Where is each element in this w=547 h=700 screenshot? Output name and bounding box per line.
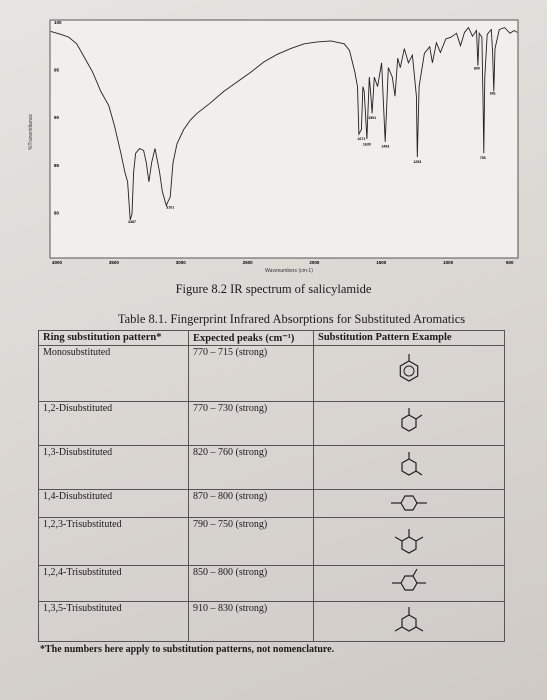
para-ring-icon xyxy=(391,495,427,511)
example-cell xyxy=(313,489,505,518)
example-cell xyxy=(313,565,505,602)
x-tick-label: 3500 xyxy=(109,260,120,265)
peaks-cell: 790 – 750 (strong) xyxy=(188,517,314,566)
peak-label: 1630 xyxy=(363,143,371,147)
x-tick-label: 1500 xyxy=(376,260,387,265)
figure-caption: Figure 8.2 IR spectrum of salicylamide xyxy=(175,282,372,296)
ortho-ring-icon xyxy=(401,408,423,432)
pattern-cell: 1,3,5-Trisubstituted xyxy=(38,601,189,642)
peak-label: 1671 xyxy=(357,137,365,141)
y-tick-label: 80 xyxy=(54,210,60,215)
peak-label: 3101 xyxy=(166,205,174,209)
x-tick-label: 2500 xyxy=(243,260,254,265)
y-tick-label: 100 xyxy=(54,20,62,25)
pattern-cell: 1,2-Disubstituted xyxy=(38,401,189,446)
col-header-example: Substitution Pattern Example xyxy=(313,330,505,346)
peak-label: 756 xyxy=(480,156,486,160)
example-cell xyxy=(313,517,505,566)
124-ring-icon xyxy=(392,568,426,591)
y-tick-label: 90 xyxy=(54,115,60,120)
table-row: 1,4-Disubstituted 870 – 800 (strong) xyxy=(38,489,505,518)
peak-label: 681 xyxy=(490,91,496,95)
peak-label: 1253 xyxy=(413,160,421,164)
pattern-cell: 1,4-Disubstituted xyxy=(38,489,189,518)
pattern-cell: 1,2,4-Trisubstituted xyxy=(38,565,189,602)
x-axis-title: Wavenumbers (cm-1) xyxy=(265,268,313,274)
table-row: 1,3-Disubstituted 820 – 760 (strong) xyxy=(38,445,505,490)
peaks-cell: 820 – 760 (strong) xyxy=(188,445,314,490)
pattern-cell: 1,2,3-Trisubstituted xyxy=(38,517,189,566)
example-cell xyxy=(313,345,505,402)
example-cell xyxy=(313,601,505,642)
peaks-cell: 770 – 730 (strong) xyxy=(188,401,314,446)
peaks-cell: 910 – 830 (strong) xyxy=(188,601,314,642)
x-tick-label: 500 xyxy=(506,260,514,265)
peaks-cell: 850 – 800 (strong) xyxy=(188,565,314,602)
meta-ring-icon xyxy=(401,452,423,476)
ir-spectrum: %Transmittance 100 95 90 85 80 4000 3500 3000 2… xyxy=(28,19,519,274)
peak-label: 800 xyxy=(474,67,480,71)
fingerprint-table: Ring substitution pattern* Expected peak… xyxy=(38,330,505,642)
x-tick-label: 1000 xyxy=(443,260,454,265)
peaks-cell: 770 – 715 (strong) xyxy=(188,345,314,402)
table-row: 1,2-Disubstituted 770 – 730 (strong) xyxy=(38,401,505,446)
table-header-row: Ring substitution pattern* Expected peak… xyxy=(38,330,505,346)
pattern-cell: Monosubstituted xyxy=(38,345,189,402)
col-header-pattern: Ring substitution pattern* xyxy=(38,330,189,346)
peak-label: 3387 xyxy=(128,220,136,224)
example-cell xyxy=(313,401,505,446)
peak-label: 1591 xyxy=(368,116,376,120)
y-tick-label: 85 xyxy=(54,163,60,168)
table-row: 1,2,4-Trisubstituted 850 – 800 (strong) xyxy=(38,565,505,602)
x-tick-label: 4000 xyxy=(52,260,63,265)
table-row: Monosubstituted 770 – 715 (strong) xyxy=(38,345,505,402)
spectrum-trace xyxy=(50,26,518,221)
mono-ring-icon xyxy=(399,354,419,382)
table-footnote: *The numbers here apply to substitution … xyxy=(40,644,335,655)
table-row: 1,3,5-Trisubstituted 910 – 830 (strong) xyxy=(38,601,505,642)
x-tick-label: 3000 xyxy=(176,260,187,265)
pattern-cell: 1,3-Disubstituted xyxy=(38,445,189,490)
123-ring-icon xyxy=(394,529,424,554)
example-cell xyxy=(313,445,505,490)
table-caption: Table 8.1. Fingerprint Infrared Absorpti… xyxy=(117,312,466,326)
135-ring-icon xyxy=(394,607,424,632)
y-tick-label: 95 xyxy=(54,68,60,73)
y-axis-title: %Transmittance xyxy=(28,114,34,150)
peaks-cell: 870 – 800 (strong) xyxy=(188,489,314,518)
x-tick-label: 2000 xyxy=(309,260,320,265)
table-row: 1,2,3-Trisubstituted 790 – 750 (strong) xyxy=(38,517,505,566)
col-header-peaks: Expected peaks (cm⁻¹) xyxy=(188,330,314,346)
peak-label: 1493 xyxy=(381,145,389,149)
